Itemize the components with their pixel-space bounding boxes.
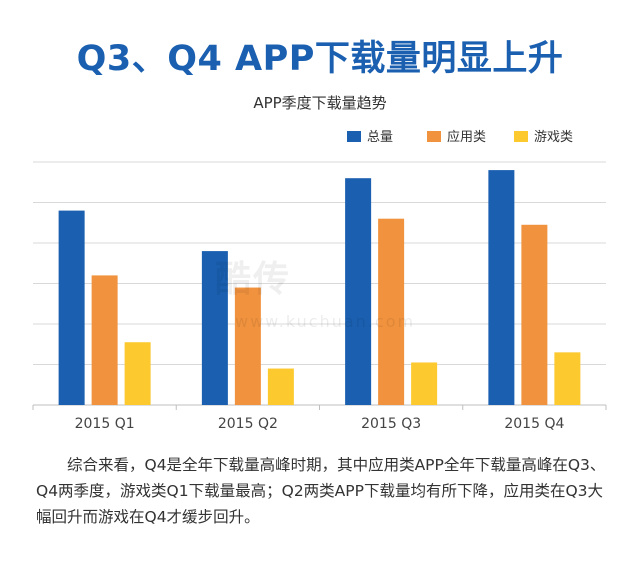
bar-游戏类-2015-Q3 (411, 362, 438, 405)
bar-游戏类-2015-Q1 (124, 342, 151, 405)
bar-应用类-2015-Q1 (91, 275, 118, 405)
legend-swatch (347, 131, 361, 142)
x-tick-label: 2015 Q1 (75, 416, 135, 432)
chart-title: APP季度下载量趋势 (253, 94, 387, 112)
legend-label: 应用类 (447, 129, 486, 145)
bar-应用类-2015-Q3 (378, 218, 405, 405)
bar-应用类-2015-Q4 (521, 224, 548, 405)
bar-总量-2015-Q1 (58, 210, 85, 405)
x-tick-label: 2015 Q4 (504, 416, 564, 432)
summary-text: 综合来看，Q4是全年下载量高峰时期，其中应用类APP全年下载量高峰在Q3、Q4两… (36, 456, 606, 526)
legend-label: 总量 (367, 130, 393, 145)
legend-label: 游戏类 (534, 130, 573, 145)
x-tick-label: 2015 Q2 (218, 416, 278, 432)
bar-总量-2015-Q2 (201, 251, 228, 405)
headline: Q3、Q4 APP下载量明显上升 (76, 39, 564, 79)
bar-应用类-2015-Q2 (234, 287, 261, 405)
legend-swatch (514, 131, 528, 142)
bar-总量-2015-Q4 (488, 170, 515, 405)
watermark-url: www.kuchuan.com (235, 312, 416, 331)
x-tick-label: 2015 Q3 (361, 416, 421, 432)
bar-游戏类-2015-Q2 (267, 368, 294, 405)
bar-chart: 2015 Q1 2015 Q2 2015 Q3 2015 Q4 总量 应用类 游戏类 (32, 129, 607, 432)
legend-swatch (427, 131, 441, 142)
watermark-logo: 酷传 (215, 259, 292, 300)
bar-总量-2015-Q3 (345, 178, 372, 405)
bar-游戏类-2015-Q4 (554, 352, 581, 405)
